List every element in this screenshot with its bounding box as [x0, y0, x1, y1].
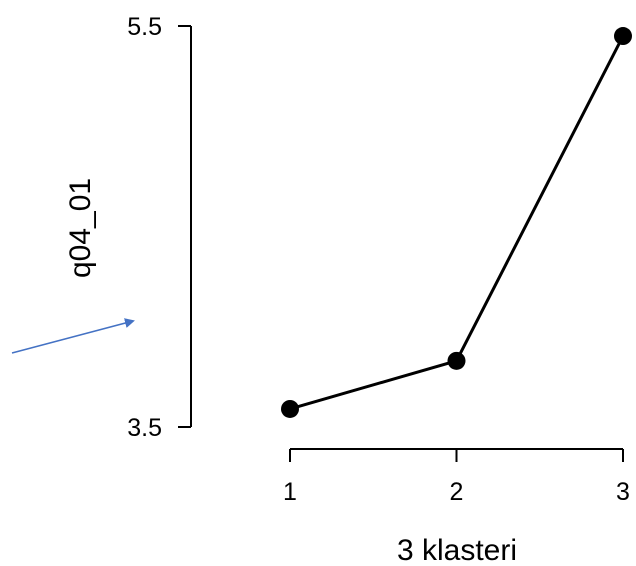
x-ticks: 1 2 3: [283, 449, 630, 506]
annotation-arrow: [11, 318, 135, 354]
x-axis: 1 2 3: [283, 448, 630, 506]
y-axis: 3.5 5.5: [127, 13, 192, 442]
x-tick-label: 1: [283, 478, 297, 506]
x-axis-title: 3 klasteri: [397, 534, 517, 566]
data-point: [281, 399, 299, 418]
data-point: [614, 27, 632, 46]
x-tick-label: 3: [616, 478, 630, 506]
y-tick-label: 3.5: [127, 414, 162, 442]
y-axis-title: q04_01: [64, 178, 97, 278]
x-tick-label: 2: [450, 478, 464, 506]
y-ticks: 3.5 5.5: [127, 13, 191, 442]
series-line: [281, 27, 632, 418]
y-tick-label: 5.5: [127, 13, 162, 41]
data-point: [447, 351, 466, 370]
